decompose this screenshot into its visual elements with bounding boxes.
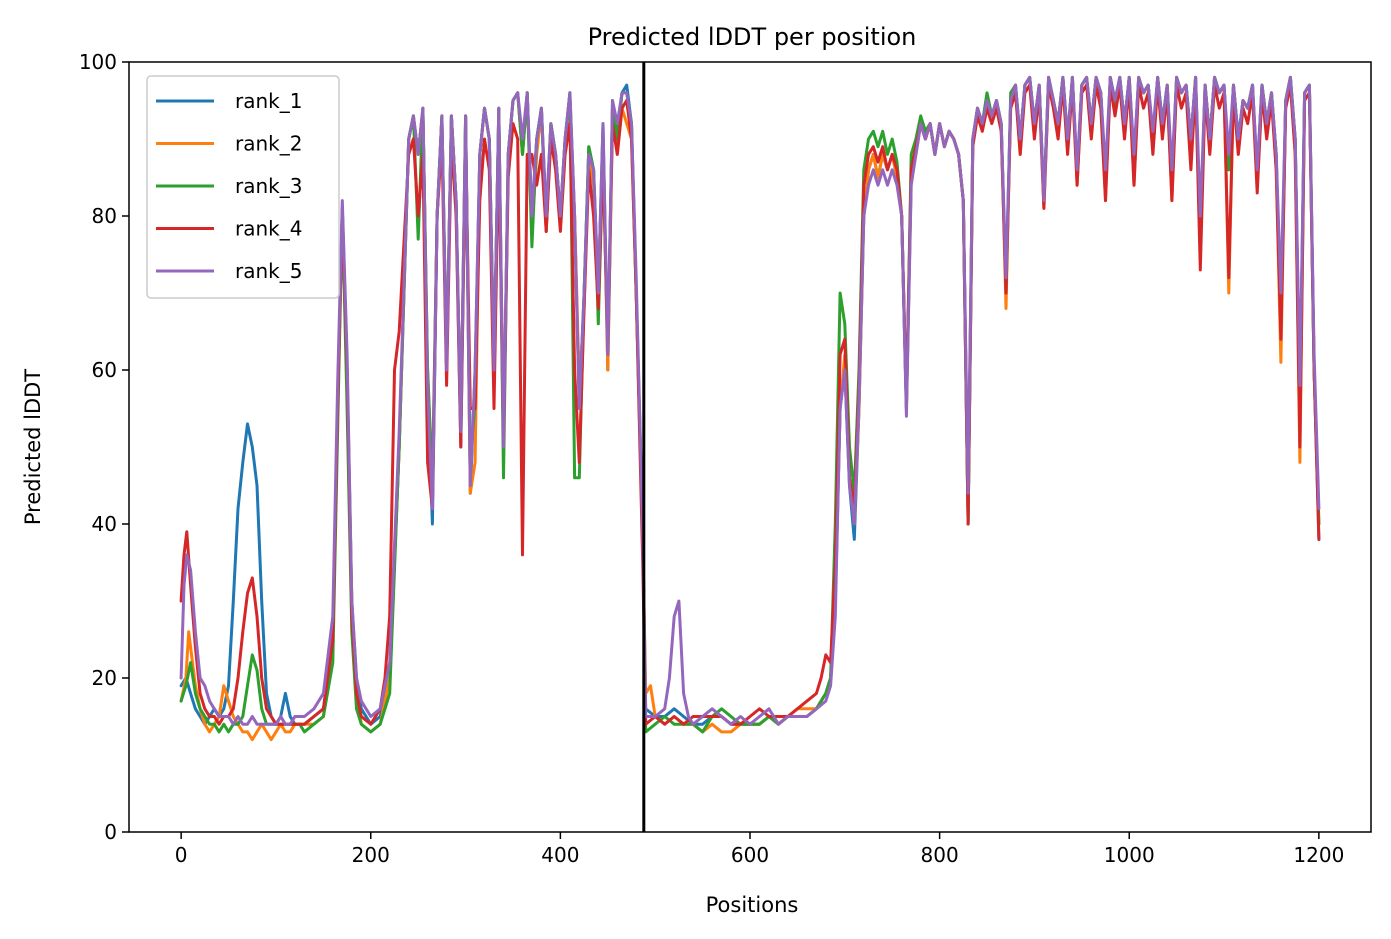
- x-tick-label: 400: [541, 843, 579, 867]
- x-axis: 0 200 400 600 800 1000 1200: [175, 832, 1344, 867]
- x-tick-label: 800: [921, 843, 959, 867]
- x-tick-label: 600: [731, 843, 769, 867]
- legend-box: [146, 75, 340, 299]
- y-axis-title: Predicted lDDT: [21, 369, 45, 525]
- legend-label-rank-3: rank_3: [235, 174, 302, 198]
- x-tick-label: 200: [352, 843, 390, 867]
- y-tick-label: 40: [92, 512, 117, 536]
- legend: rank_1 rank_2 rank_3 rank_4 rank_5: [146, 75, 340, 299]
- chart-title: Predicted lDDT per position: [588, 23, 917, 51]
- legend-label-rank-1: rank_1: [235, 89, 302, 113]
- y-tick-label: 80: [92, 204, 117, 228]
- y-tick-label: 100: [79, 50, 117, 74]
- series-line-rank-5: [179, 75, 1321, 726]
- series-line-rank-4: [179, 83, 1321, 726]
- y-tick-label: 0: [104, 820, 117, 844]
- series-layer: [179, 75, 1321, 742]
- y-axis: 0 20 40 60 80 100: [79, 50, 129, 844]
- y-tick-label: 60: [92, 358, 117, 382]
- legend-label-rank-2: rank_2: [235, 132, 302, 156]
- legend-label-rank-4: rank_4: [235, 217, 302, 241]
- x-axis-title: Positions: [706, 893, 799, 917]
- legend-label-rank-5: rank_5: [235, 259, 302, 283]
- x-tick-label: 0: [175, 843, 188, 867]
- x-tick-label: 1000: [1104, 843, 1155, 867]
- x-tick-label: 1200: [1293, 843, 1344, 867]
- y-tick-label: 20: [92, 666, 117, 690]
